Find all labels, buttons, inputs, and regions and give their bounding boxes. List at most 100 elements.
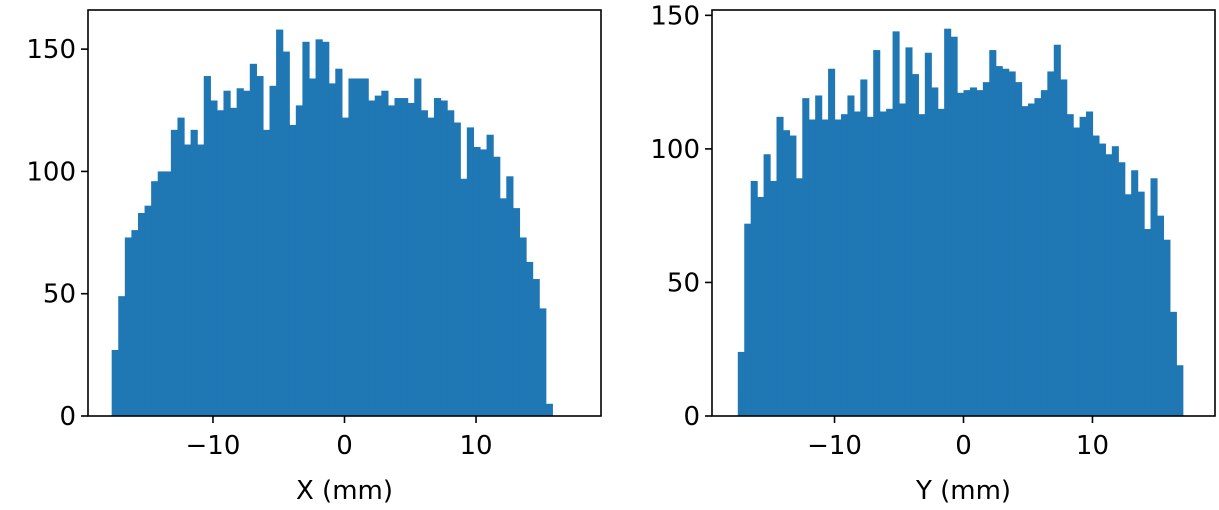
histogram-bar (1086, 111, 1094, 416)
histogram-bar (1144, 229, 1152, 416)
histogram-bar (486, 134, 494, 417)
histogram-bar (744, 223, 752, 416)
histogram-bar (737, 351, 745, 416)
histogram-bar (276, 29, 284, 416)
histogram-bar (1034, 98, 1042, 416)
histogram-bar (1027, 103, 1036, 417)
histogram-bar (1118, 162, 1126, 416)
histogram-bar (170, 129, 179, 416)
histogram-bar (348, 78, 356, 416)
histogram-bar (262, 129, 271, 416)
histogram-bar (918, 114, 926, 417)
histogram-bar (815, 95, 823, 416)
histogram-bar (460, 178, 468, 416)
histogram-bar (770, 180, 778, 416)
histogram-bar (1111, 146, 1119, 416)
x-tick-label: −10 (186, 431, 241, 461)
histogram-bar (532, 279, 540, 416)
histogram-bar (944, 28, 952, 416)
y-x-ticks: −10 0 10 (807, 416, 1109, 461)
histogram-bar (190, 129, 198, 416)
histogram-bar (957, 92, 965, 417)
x-tick-label: 10 (1076, 431, 1109, 461)
histogram-bar (789, 135, 797, 417)
histogram-bar (289, 124, 297, 416)
histogram-bar (1060, 79, 1068, 416)
histogram-bar (118, 296, 126, 416)
histogram-bar (1002, 68, 1010, 416)
histogram-bar (361, 78, 369, 416)
histogram-bar (203, 76, 211, 416)
histogram-bar (249, 63, 257, 417)
histogram-bar (1156, 215, 1165, 416)
histogram-bar (1176, 365, 1184, 416)
histogram-bar (989, 50, 997, 416)
y-tick-label: 0 (683, 402, 700, 432)
histogram-bar (177, 117, 185, 417)
histogram-bar (1169, 311, 1177, 416)
histogram-bar (216, 110, 225, 416)
histogram-bar (512, 208, 521, 416)
histogram-bar (368, 100, 376, 417)
histogram-bar (236, 88, 244, 417)
histogram-bar (466, 127, 475, 417)
histogram-bar (164, 171, 172, 416)
y-y-ticks: 0 50 100 150 (650, 1, 712, 432)
y-tick-label: 100 (650, 135, 700, 165)
histogram-bar (866, 116, 874, 416)
histogram-bar (924, 52, 932, 417)
histogram-bar (447, 110, 455, 416)
histogram-bar (526, 261, 534, 416)
histogram-bar (545, 403, 553, 416)
y-bars (737, 28, 1184, 417)
histogram-bar (879, 111, 887, 416)
x-axis-label: X (mm) (296, 476, 393, 506)
histogram-bar (453, 122, 461, 416)
histogram-bar (892, 31, 900, 417)
histogram-bar (950, 36, 958, 417)
x-bars (111, 29, 553, 417)
x-tick-label: 0 (336, 431, 353, 461)
histogram-bar (1131, 170, 1139, 416)
histogram-bar (111, 349, 119, 416)
histogram-bar (963, 90, 971, 416)
histogram-bar (1021, 106, 1029, 416)
histogram-bar (151, 181, 159, 416)
histogram-bar (1105, 154, 1113, 417)
histogram-bar (137, 213, 146, 416)
histogram-bar (1040, 90, 1048, 416)
histogram-bar (1047, 71, 1055, 417)
histogram-bar (1053, 44, 1061, 416)
histogram-bar (144, 205, 152, 416)
histogram-bar (821, 119, 829, 416)
histogram-bar (302, 41, 310, 417)
histogram-bar (1137, 191, 1145, 416)
histogram-bar (197, 144, 205, 416)
histogram-bar (802, 98, 810, 416)
histogram-bar (499, 198, 507, 416)
x-tick-label: −10 (807, 431, 862, 461)
histogram-bar (847, 95, 855, 416)
histogram-bar (433, 98, 442, 417)
histogram-bar (295, 105, 304, 416)
histogram-bar (795, 178, 803, 416)
histogram-bar (1163, 239, 1171, 416)
histogram-bar (414, 78, 422, 416)
x-x-ticks: −10 0 10 (186, 416, 493, 461)
histogram-bar (184, 144, 192, 416)
histogram-bar (387, 105, 396, 416)
histogram-bar (828, 68, 836, 416)
y-tick-label: 150 (26, 35, 76, 65)
histogram-bar (381, 90, 389, 417)
histogram-bar (124, 237, 133, 416)
histogram-bar (911, 74, 919, 417)
histogram-bar (995, 66, 1003, 416)
histogram-bar (808, 119, 816, 416)
x-y-ticks: 0 50 100 150 (26, 35, 88, 432)
histogram-bar (420, 110, 428, 416)
histogram-bar (282, 51, 290, 416)
histogram-bar (1098, 143, 1106, 417)
histogram-bar (931, 87, 939, 417)
y-tick-label: 150 (650, 1, 700, 31)
